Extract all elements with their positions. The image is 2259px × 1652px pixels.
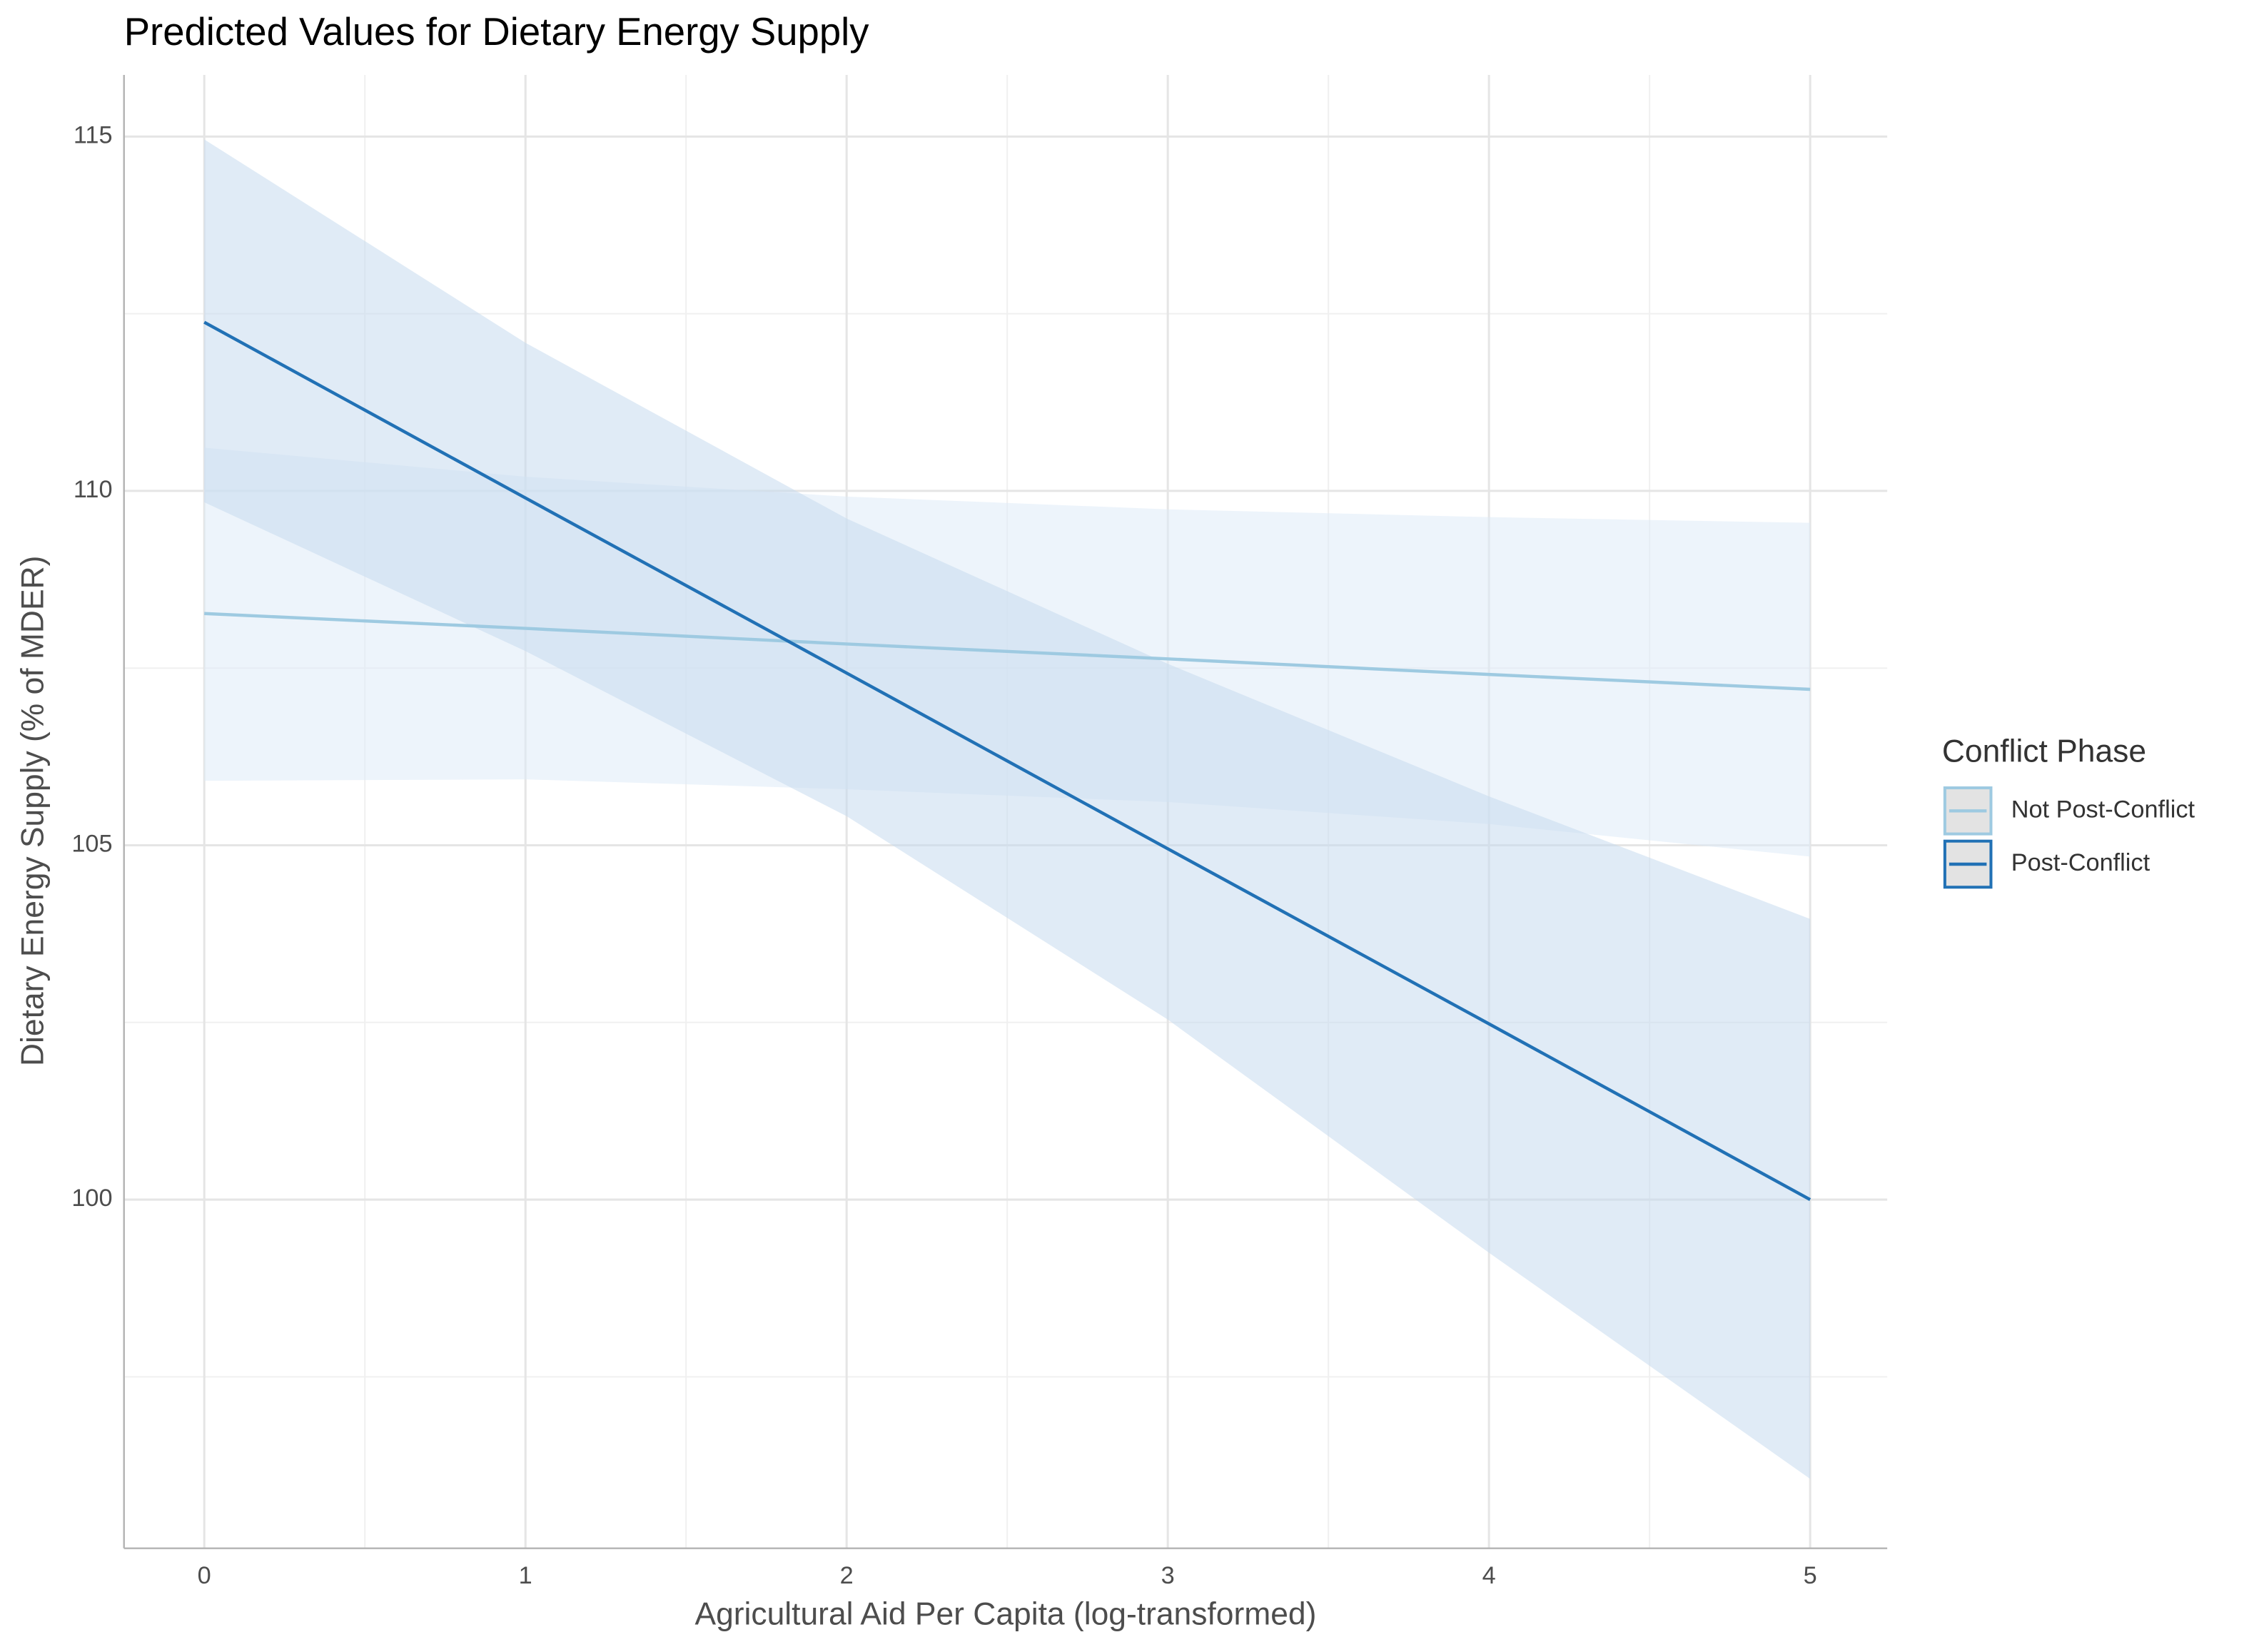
x-tick-label: 2 [840,1562,854,1589]
x-tick-label: 1 [519,1562,532,1589]
series-line [204,612,1811,691]
x-tick-label: 5 [1804,1562,1817,1589]
chart-title: Predicted Values for Dietary Energy Supp… [124,10,870,54]
y-tick-label: 100 [71,1185,112,1212]
lines [203,320,1811,1202]
y-tick-label: 115 [74,121,113,148]
legend-title: Conflict Phase [1942,734,2146,769]
x-tick-label: 0 [198,1562,211,1589]
x-tick-label: 3 [1161,1562,1175,1589]
y-tick-label: 110 [74,476,113,503]
legend-label: Post-Conflict [2011,849,2151,876]
x-tick-label: 4 [1482,1562,1496,1589]
legend-label: Not Post-Conflict [2011,796,2195,823]
confidence-band [204,139,1811,1479]
series-line [203,320,1811,1202]
x-axis-label: Agricultural Aid Per Capita (log-transfo… [694,1596,1316,1631]
y-axis-label: Dietary Energy Supply (% of MDER) [15,556,50,1066]
y-tick-label: 105 [71,831,112,858]
